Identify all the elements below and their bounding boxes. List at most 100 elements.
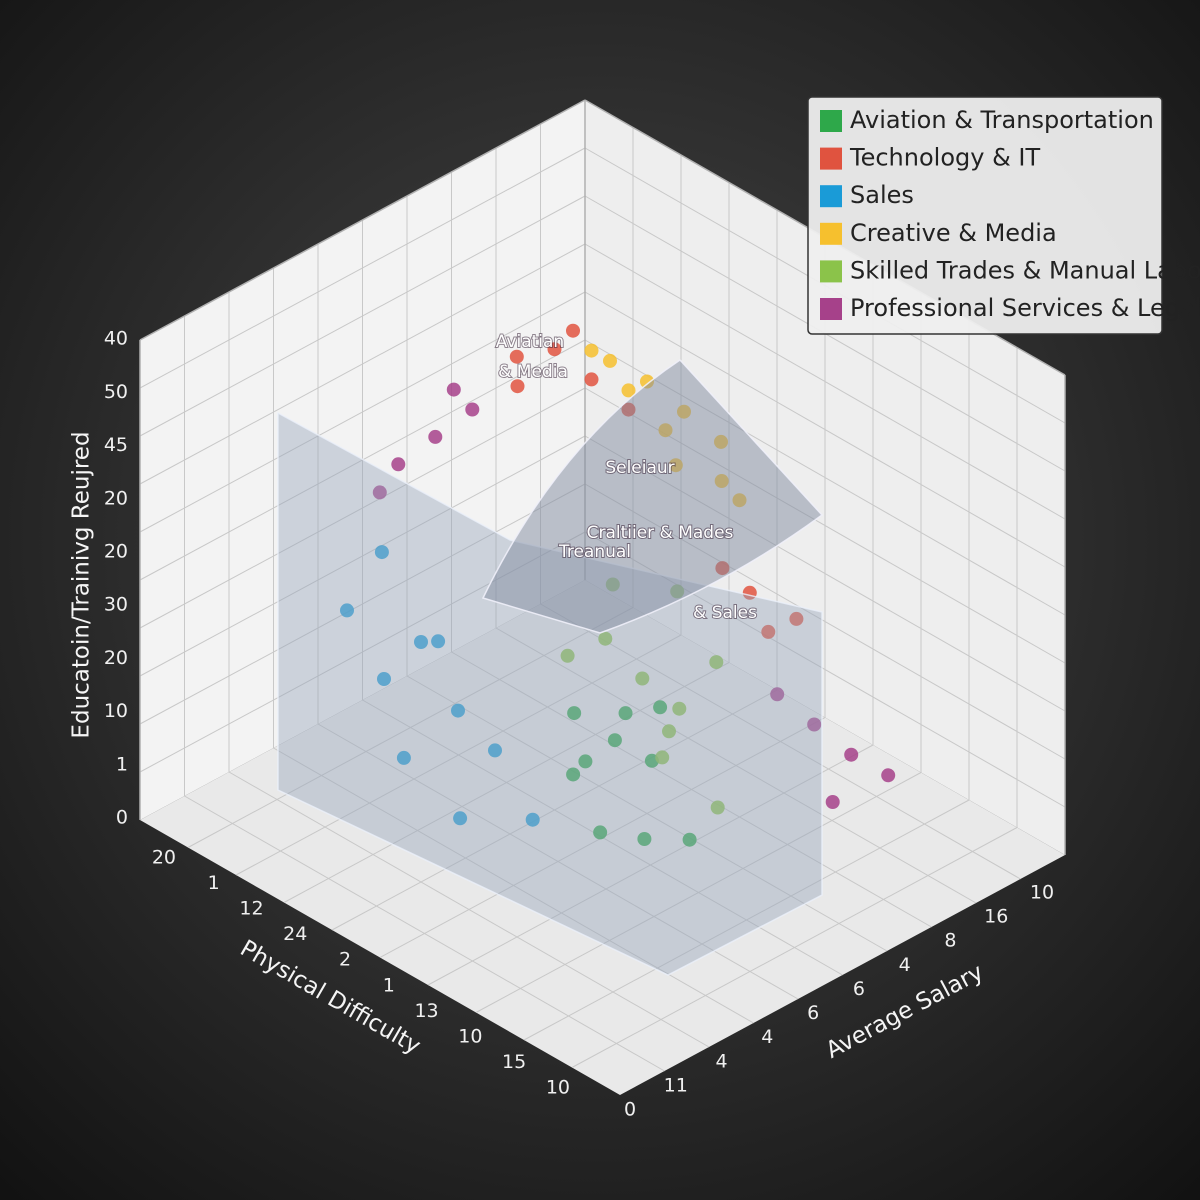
data-point <box>453 811 468 826</box>
z-tick-label: 50 <box>104 381 128 403</box>
data-point <box>465 402 480 417</box>
data-point <box>431 634 446 649</box>
data-point <box>618 706 633 721</box>
y-tick-label: 15 <box>502 1051 526 1073</box>
data-point <box>672 701 687 716</box>
data-point <box>789 611 804 626</box>
x-tick-label: 0 <box>624 1099 636 1121</box>
data-point <box>603 353 617 368</box>
data-point <box>637 832 652 846</box>
legend-label: Technology & IT <box>849 144 1040 172</box>
data-point <box>653 700 668 715</box>
legend-swatch <box>820 260 842 283</box>
grid-line <box>406 675 888 952</box>
y-tick-label: 2 <box>339 949 351 971</box>
x-tick-label: 4 <box>899 954 911 976</box>
legend-swatch <box>820 147 842 170</box>
data-point <box>525 812 540 827</box>
annotation: Treanual <box>558 542 631 562</box>
grid-line <box>540 603 1021 880</box>
legend-box <box>807 96 1163 335</box>
data-point <box>547 342 562 357</box>
data-point <box>621 383 636 398</box>
translucent-panel <box>277 411 823 976</box>
legend-label: Creative & Media <box>850 219 1057 247</box>
grid-line <box>139 243 586 485</box>
x-tick-label: 4 <box>761 1026 773 1048</box>
grid-line <box>584 243 1066 520</box>
data-point <box>374 545 389 560</box>
legend-swatch <box>820 298 842 320</box>
y-tick-label: 10 <box>458 1025 482 1047</box>
data-point <box>578 754 593 769</box>
data-point <box>372 485 387 500</box>
data-point <box>509 349 524 364</box>
z-tick-label: 10 <box>104 700 128 722</box>
data-point <box>598 631 613 646</box>
data-point <box>446 382 461 397</box>
curved-panel <box>481 359 824 634</box>
z-tick-label: 40 <box>104 328 128 350</box>
legend-label: Skilled Trades & Manual Labor <box>850 256 1200 284</box>
data-point <box>414 635 428 649</box>
y-tick-label: 1 <box>208 872 220 894</box>
z-axis-title: Educatoin/Trainivg Reujred <box>69 431 95 738</box>
data-point <box>566 323 580 338</box>
grid-line <box>283 662 730 903</box>
data-point <box>584 372 599 387</box>
grid-line <box>187 607 634 848</box>
annotation: Aviatian <box>496 332 564 352</box>
legend: Aviation & Transportation Technology & IT… <box>807 96 1200 335</box>
data-point <box>428 429 443 444</box>
data-point <box>593 825 608 840</box>
data-point <box>560 648 575 663</box>
z-tick-label: 45 <box>104 434 128 456</box>
data-point <box>377 672 391 686</box>
y-tick-label: 20 <box>152 847 176 869</box>
z-tick-label: 20 <box>104 541 128 563</box>
data-point <box>510 379 525 394</box>
y-tick-label: 1 <box>383 974 395 996</box>
x-tick-label: 11 <box>664 1074 688 1096</box>
y-tick-label: 12 <box>239 898 263 920</box>
y-tick-label: 10 <box>546 1077 570 1099</box>
data-point <box>607 733 622 748</box>
data-point <box>340 603 354 618</box>
legend-swatch <box>820 185 842 208</box>
grid-line <box>139 195 586 437</box>
x-tick-label: 10 <box>1030 882 1054 904</box>
data-point <box>396 750 411 765</box>
annotation: Seleiaur <box>605 458 674 478</box>
x-tick-label: 8 <box>944 930 956 952</box>
x-tick-label: 4 <box>716 1050 728 1072</box>
data-point <box>584 343 599 358</box>
data-point <box>488 743 502 758</box>
annotation: Craltiier & Mades <box>587 523 734 543</box>
legend-label: Aviation & Transportation <box>850 106 1154 134</box>
grid-line <box>139 291 586 533</box>
annotation: & Media <box>498 362 568 382</box>
x-tick-label: 6 <box>807 1002 819 1024</box>
grid-line <box>139 147 586 389</box>
x-tick-label: 16 <box>984 906 1008 928</box>
legend-label: Sales <box>850 181 914 209</box>
data-point <box>881 768 896 783</box>
grid-line <box>235 634 682 876</box>
grid-line <box>451 651 932 928</box>
data-point <box>662 724 676 739</box>
z-tick-label: 1 <box>116 753 128 775</box>
z-tick-label: 0 <box>116 807 128 829</box>
data-point <box>655 750 670 765</box>
panels <box>277 359 824 976</box>
data-point <box>709 655 724 670</box>
data-point <box>807 717 822 732</box>
data-point <box>770 687 785 702</box>
data-point <box>844 747 859 762</box>
grid-line <box>495 627 977 904</box>
grid-line <box>584 291 1066 568</box>
data-point <box>761 624 776 639</box>
data-point <box>451 703 465 718</box>
legend-label: Professional Services & Legal <box>850 294 1200 322</box>
y-tick-label: 24 <box>283 923 307 945</box>
